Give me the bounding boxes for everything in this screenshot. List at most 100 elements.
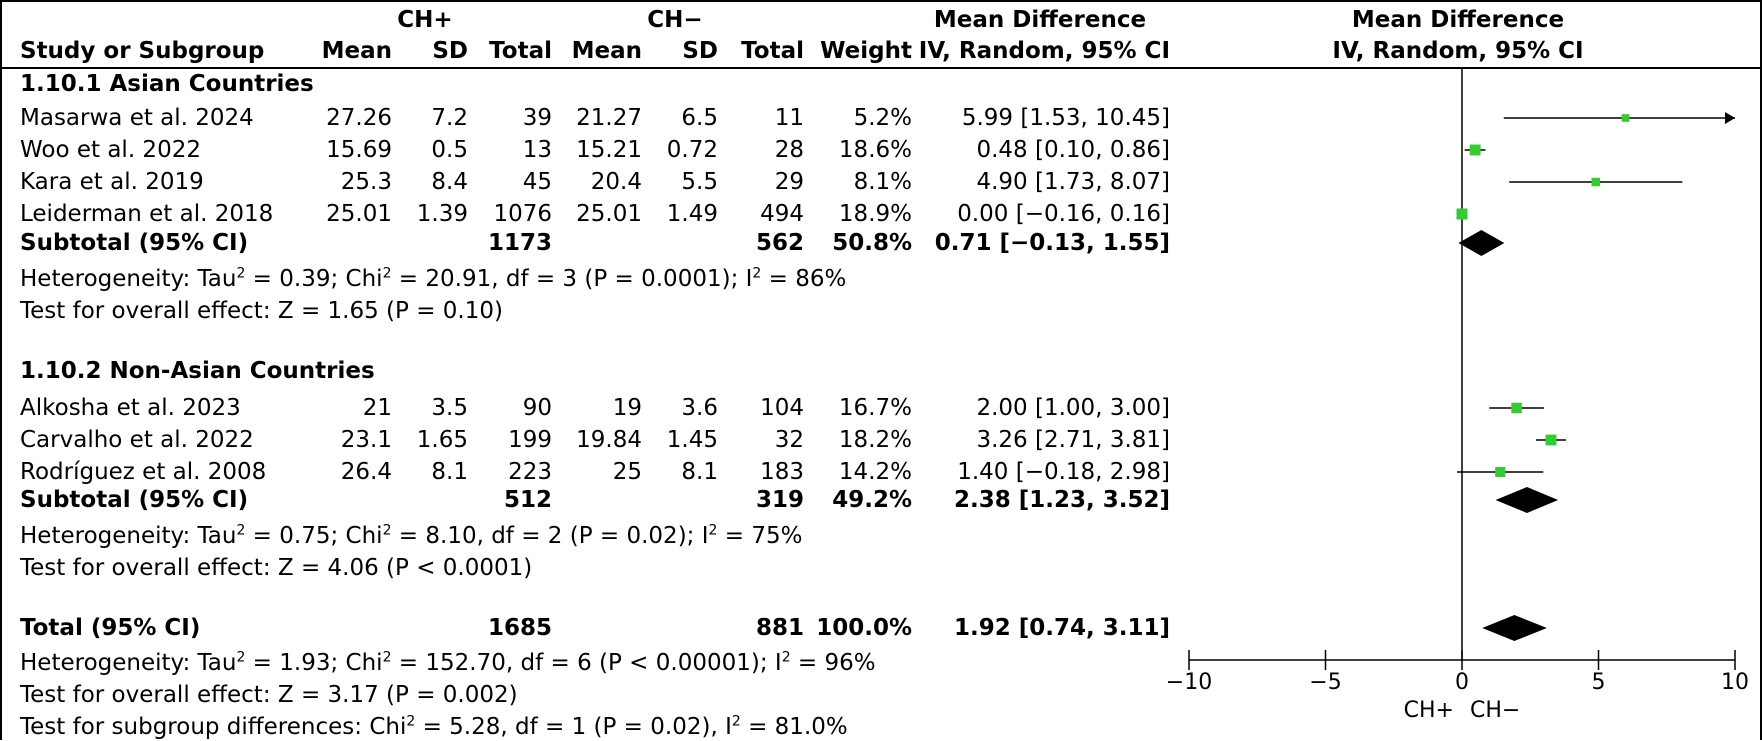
md-column-title: Mean Difference (933, 7, 1147, 33)
weight-value: 5.2% (853, 105, 912, 131)
heterogeneity-text: Heterogeneity: Tau2 = 1.93; Chi2 = 152.7… (20, 649, 876, 676)
x-tick-label: −10 (1166, 670, 1212, 695)
total1-value: 223 (508, 459, 552, 485)
total-label: Total (95% CI) (20, 615, 201, 641)
total1-value: 39 (522, 105, 552, 131)
heterogeneity-text: Heterogeneity: Tau2 = 0.75; Chi2 = 8.10,… (20, 522, 803, 549)
md-column-method: IV, Random, 95% CI (918, 38, 1170, 64)
subtotal-label: Subtotal (95% CI) (20, 230, 249, 256)
total-weight: 100.0% (816, 615, 912, 641)
study-marker (1456, 208, 1468, 220)
plot-column-title: Mean Difference (1351, 7, 1565, 33)
weight-value: 14.2% (838, 459, 912, 485)
sd2-value: 8.1 (681, 459, 718, 485)
heterogeneity-text: Heterogeneity: Tau2 = 0.39; Chi2 = 20.91… (20, 265, 847, 292)
sd2-value: 6.5 (681, 105, 718, 131)
pooled-diamond (1495, 487, 1559, 513)
total1-value: 1076 (493, 201, 552, 227)
plot-column-method: IV, Random, 95% CI (1332, 38, 1584, 64)
total2-value: 494 (760, 201, 804, 227)
pooled-diamond (1482, 615, 1547, 641)
mean2-value: 19 (612, 395, 642, 421)
study-marker (1495, 466, 1506, 478)
study-name: Carvalho et al. 2022 (20, 427, 254, 453)
sd1-value: 7.2 (431, 105, 468, 131)
overall-effect-text: Test for overall effect: Z = 4.06 (P < 0… (20, 555, 533, 581)
x-tick-label: 0 (1455, 670, 1469, 695)
weight-value: 18.9% (838, 201, 912, 227)
mean2-value: 19.84 (576, 427, 642, 453)
mean1-value: 25.3 (340, 169, 392, 195)
study-name: Rodríguez et al. 2008 (20, 459, 267, 485)
mean2-value: 21.27 (576, 105, 642, 131)
col-mean2-header: Mean (571, 38, 642, 64)
sd1-value: 3.5 (431, 395, 468, 421)
sd2-value: 3.6 (681, 395, 718, 421)
sd2-value: 1.49 (666, 201, 718, 227)
sd2-value: 5.5 (681, 169, 718, 195)
mean1-value: 27.26 (326, 105, 392, 131)
study-marker (1545, 434, 1557, 446)
study-name: Masarwa et al. 2024 (20, 105, 254, 131)
subtotal-ci: 2.38 [1.23, 3.52] (953, 487, 1170, 513)
total1-value: 13 (522, 137, 552, 163)
total1-value: 199 (508, 427, 552, 453)
favours-right-label: CH− (1470, 698, 1520, 723)
total-ci: 1.92 [0.74, 3.11] (953, 615, 1170, 641)
subgroup-title: 1.10.1 Asian Countries (20, 71, 314, 97)
subtotal-total2: 319 (755, 487, 804, 513)
mean1-value: 21 (362, 395, 392, 421)
sd2-value: 1.45 (666, 427, 718, 453)
study-marker (1511, 402, 1522, 414)
total2-value: 104 (760, 395, 804, 421)
subgroup-differences-text: Test for subgroup differences: Chi2 = 5.… (20, 713, 848, 740)
subtotal-weight: 49.2% (832, 487, 912, 513)
col-total2-header: Total (741, 38, 804, 64)
subtotal-weight: 50.8% (832, 230, 912, 256)
pooled-diamond (1458, 230, 1505, 256)
frame-left-border (0, 0, 2, 740)
subgroup-title: 1.10.2 Non-Asian Countries (20, 358, 375, 384)
total-total2: 881 (755, 615, 804, 641)
header-divider (0, 67, 1762, 69)
x-tick-label: 5 (1592, 670, 1606, 695)
ci-value: 0.00 [−0.16, 0.16] (957, 201, 1170, 227)
sd1-value: 0.5 (431, 137, 468, 163)
col-mean1-header: Mean (321, 38, 392, 64)
col-sd1-header: SD (432, 38, 468, 64)
total-total1: 1685 (487, 615, 552, 641)
weight-value: 8.1% (853, 169, 912, 195)
frame-top-border (0, 0, 1762, 2)
x-tick-label: −5 (1309, 670, 1341, 695)
sd2-value: 0.72 (666, 137, 718, 163)
mean1-value: 26.4 (340, 459, 392, 485)
overall-effect-text: Test for overall effect: Z = 3.17 (P = 0… (20, 682, 518, 708)
total2-value: 28 (774, 137, 804, 163)
subtotal-total2: 562 (755, 230, 804, 256)
x-tick-label: 10 (1721, 670, 1749, 695)
sd1-value: 8.4 (431, 169, 468, 195)
total2-value: 11 (774, 105, 804, 131)
ci-value: 5.99 [1.53, 10.45] (961, 105, 1170, 131)
mean1-value: 15.69 (326, 137, 392, 163)
favours-left-label: CH+ (1404, 698, 1454, 723)
study-name: Leiderman et al. 2018 (20, 201, 274, 227)
total2-value: 183 (760, 459, 804, 485)
col-sd2-header: SD (682, 38, 718, 64)
study-marker (1469, 144, 1481, 156)
overall-effect-text: Test for overall effect: Z = 1.65 (P = 0… (20, 298, 503, 324)
total2-value: 29 (774, 169, 804, 195)
subtotal-total1: 512 (503, 487, 552, 513)
ci-arrow (1725, 112, 1735, 124)
col-weight-header: Weight (820, 38, 912, 64)
mean1-value: 23.1 (340, 427, 392, 453)
sd1-value: 1.65 (416, 427, 468, 453)
frame-right-border (1760, 0, 1762, 740)
ci-value: 1.40 [−0.18, 2.98] (957, 459, 1170, 485)
mean2-value: 20.4 (590, 169, 642, 195)
ci-value: 2.00 [1.00, 3.00] (976, 395, 1170, 421)
ci-value: 4.90 [1.73, 8.07] (976, 169, 1170, 195)
study-name: Alkosha et al. 2023 (20, 395, 241, 421)
